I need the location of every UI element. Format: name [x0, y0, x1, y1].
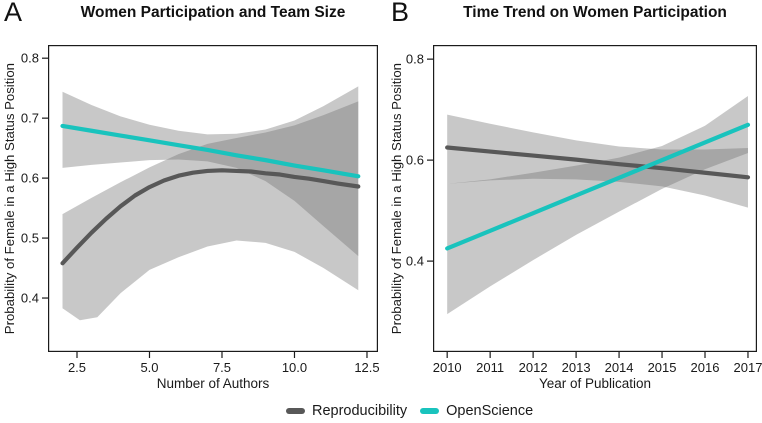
panel-b-title: Time Trend on Women Participation: [463, 4, 727, 21]
reproducibility-trend-line: [60, 168, 361, 266]
y-tick-label: 0.4: [406, 254, 424, 269]
plot-border: [433, 45, 757, 352]
x-tick-label: 2.5: [68, 360, 86, 375]
panel-a-title: Women Participation and Team Size: [80, 4, 346, 21]
panel-a-x-axis-title: Number of Authors: [156, 376, 270, 391]
reproducibility-line-swatch: [286, 408, 305, 414]
x-tick-label: 2011: [476, 360, 504, 375]
openscience-confidence-band: [62, 86, 359, 257]
legend-label-reproducibility: Reproducibility: [312, 403, 408, 419]
panel-a-y-axis-title: Probability of Female in a High Status P…: [2, 62, 17, 335]
x-tick-label: 2012: [519, 360, 548, 375]
panel-a-y-axis-title-wrap: Probability of Female in a High Status P…: [1, 45, 18, 352]
x-tick-label: 12.5: [354, 360, 379, 375]
panel-b-letter: B: [391, 0, 410, 27]
x-tick-label: 2017: [734, 360, 762, 375]
reproducibility-confidence-band: [62, 101, 359, 321]
y-tick-label: 0.8: [406, 52, 424, 67]
x-tick-label: 2013: [562, 360, 591, 375]
openscience-line-swatch: [420, 408, 440, 414]
openscience-trend-line: [60, 123, 361, 179]
panel-b-plot-area: 2010 2011 2012 2013 2014 2015 2016 2017 0.4 0.6 0.…: [406, 45, 762, 375]
x-tick-label: 5.0: [140, 360, 158, 375]
x-tick-label: 2014: [605, 360, 634, 375]
x-tick-label: 2010: [433, 360, 462, 375]
x-tick-label: 2016: [691, 360, 720, 375]
legend: Reproducibility OpenScience: [286, 403, 533, 419]
y-tick-label: 0.8: [21, 51, 39, 66]
panel-b-x-axis-title: Year of Publication: [538, 376, 652, 391]
plot-border: [48, 45, 378, 352]
y-tick-label: 0.6: [21, 171, 39, 186]
y-tick-label: 0.6: [406, 153, 424, 168]
y-tick-label: 0.5: [21, 231, 39, 246]
panel-a-plot-area: 2.5 5.0 7.5 10.0 12.5 0.4 0.5 0.6 0.7 0.8: [21, 45, 380, 375]
x-tick-label: 10.0: [282, 360, 307, 375]
panel-a-letter: A: [4, 0, 23, 27]
panel-b-y-axis-title-wrap: Probability of Female in a High Status P…: [388, 45, 405, 352]
openscience-trend-line: [445, 122, 751, 251]
y-tick-label: 0.7: [21, 111, 39, 126]
panel-b-y-axis-title: Probability of Female in a High Status P…: [389, 62, 404, 335]
x-tick-label: 2015: [648, 360, 677, 375]
legend-item-reproducibility: Reproducibility: [286, 403, 407, 419]
reproducibility-trend-line: [445, 145, 751, 180]
y-tick-label: 0.4: [21, 291, 39, 306]
legend-label-openscience: OpenScience: [446, 403, 534, 419]
legend-item-openscience: OpenScience: [420, 403, 533, 419]
x-tick-label: 7.5: [213, 360, 231, 375]
openscience-confidence-band: [447, 95, 748, 315]
